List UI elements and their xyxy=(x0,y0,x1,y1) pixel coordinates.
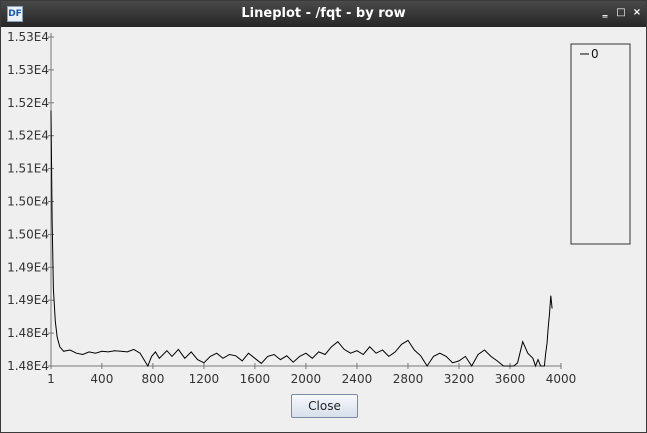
x-tick-label: 1600 xyxy=(240,372,271,386)
y-tick-label: 1.52E4 xyxy=(7,96,49,110)
close-button[interactable]: Close xyxy=(291,394,358,418)
y-tick-label: 1.52E4 xyxy=(7,129,49,143)
x-tick-label: 400 xyxy=(90,372,113,386)
window-title: Lineplot - /fqt - by row xyxy=(241,6,406,21)
x-tick-label: 2000 xyxy=(291,372,322,386)
y-tick-label: 1.51E4 xyxy=(7,162,49,176)
x-tick-label: 4000 xyxy=(546,372,577,386)
close-icon[interactable]: × xyxy=(632,7,642,18)
y-tick-label: 1.48E4 xyxy=(7,359,49,373)
x-tick-label: 3600 xyxy=(495,372,526,386)
maximize-icon[interactable]: □ xyxy=(616,7,626,18)
y-tick-label: 1.50E4 xyxy=(7,195,49,209)
legend-label-0: 0 xyxy=(591,47,599,61)
y-tick-label: 1.53E4 xyxy=(7,30,49,44)
legend-box xyxy=(570,43,631,245)
minimize-icon[interactable]: ‗ xyxy=(602,7,608,18)
y-tick-label: 1.49E4 xyxy=(7,293,49,307)
x-tick-label: 3200 xyxy=(444,372,475,386)
x-tick-label: 1 xyxy=(47,372,55,386)
x-tick-label: 800 xyxy=(141,372,164,386)
x-tick-label: 2400 xyxy=(342,372,373,386)
line-chart: 1.48E4 1.48E4 1.49E4 1.49E4 1.50E4 1.50E4 1.51… xyxy=(7,30,631,386)
x-tick-label: 2800 xyxy=(393,372,424,386)
y-tick-label: 1.50E4 xyxy=(7,227,49,241)
y-tick-label: 1.53E4 xyxy=(7,63,49,77)
y-tick-label: 1.49E4 xyxy=(7,260,49,274)
plot-area: 1.48E4 1.48E4 1.49E4 1.49E4 1.50E4 1.50E4 1.51… xyxy=(1,27,646,391)
title-bar[interactable]: DF Lineplot - /fqt - by row ‗ □ × xyxy=(1,1,646,27)
y-tick-label: 1.48E4 xyxy=(7,326,49,340)
app-logo-icon: DF xyxy=(7,6,23,22)
x-tick-label: 1200 xyxy=(189,372,220,386)
series-line-0 xyxy=(50,110,553,368)
